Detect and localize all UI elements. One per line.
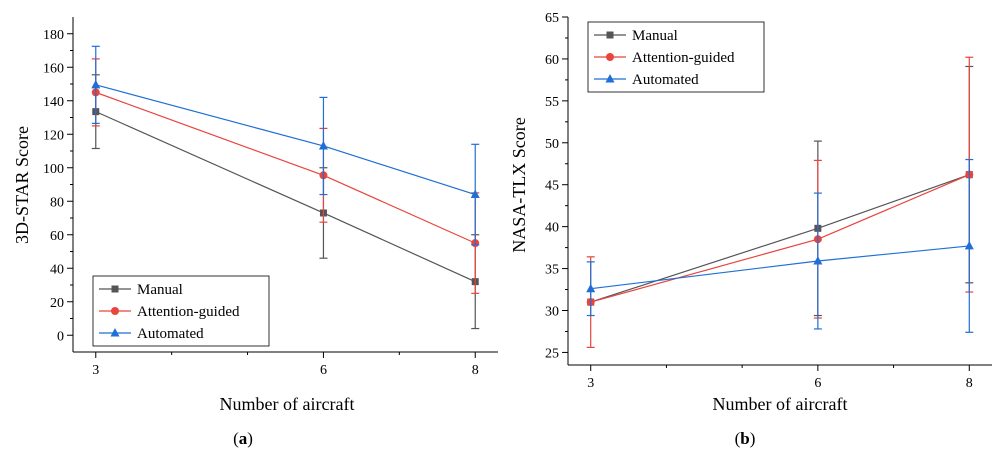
- chart-a-series-attention-guided-line: [95, 91, 476, 244]
- chart-b-legend-automated-marker: [605, 74, 615, 83]
- chart-b-ytick-label: 55: [545, 95, 559, 110]
- chart-a-series-automated-point: [470, 189, 480, 199]
- chart-b-series-attention-guided-line: [590, 174, 970, 303]
- chart-b-series-manual-line: [590, 174, 970, 303]
- chart-a-legend-automated-marker: [110, 328, 120, 337]
- chart-b-legend-manual-marker: [606, 31, 614, 39]
- chart-b-ytick-label: 65: [545, 11, 559, 26]
- chart-a-legend-manual-marker: [111, 285, 119, 293]
- chart-b-legend: Manual Attention-guided Automated: [587, 21, 765, 93]
- chart-b-xtick-label: 6: [814, 376, 821, 391]
- chart-b-caption-letter: b: [740, 429, 749, 448]
- chart-a-ytick-label: 120: [43, 128, 64, 143]
- chart-a-ytick-label: 160: [43, 61, 64, 76]
- chart-b-ytick-label: 60: [545, 53, 559, 68]
- chart-b-xtick-label: 3: [587, 376, 594, 391]
- chart-a-legend-automated-label: Automated: [137, 326, 204, 342]
- chart-b-series-automated-line: [590, 245, 970, 290]
- chart-b-ytick-label: 35: [545, 263, 559, 278]
- chart-b-ytick-label: 30: [545, 304, 559, 319]
- chart-a-ytick-label: 60: [50, 229, 64, 244]
- chart-b-ytick-label: 40: [545, 221, 559, 236]
- chart-a-legend-attention-guided-label: Attention-guided: [137, 304, 240, 320]
- chart-a-caption: (a): [233, 429, 253, 448]
- chart-b-series-automated-point: [813, 256, 823, 265]
- chart-b-ytick-label: 25: [545, 346, 559, 361]
- chart-a-ytick-label: 40: [50, 262, 64, 277]
- chart-b-series-automated-point: [586, 283, 596, 293]
- chart-a-series-automated-point: [318, 140, 328, 150]
- chart-b-xtick-label: 8: [966, 376, 973, 391]
- chart-a-ytick-label: 180: [43, 28, 64, 43]
- chart-a-ytick-label: 0: [57, 329, 64, 344]
- chart-a-legend-attention-guided-marker: [111, 307, 119, 315]
- chart-b-series-automated-point: [964, 240, 974, 250]
- chart-b-legend-attention-guided-marker: [606, 53, 614, 61]
- chart-a-legend: Manual Attention-guided Automated: [92, 275, 270, 347]
- chart-b-xlabel: Number of aircraft: [713, 394, 848, 414]
- chart-a-xlabel: Number of aircraft: [220, 394, 355, 414]
- chart-a-ylabel: 3D-STAR Score: [12, 126, 32, 244]
- chart-a-legend-manual-label: Manual: [137, 282, 183, 298]
- chart-b-legend-manual-label: Manual: [632, 28, 678, 44]
- chart-b: NASA-TLX Score Number of aircraft (b) 25…: [509, 11, 992, 448]
- chart-a-ytick-label: 80: [50, 195, 64, 210]
- chart-a-ytick-label: 20: [50, 296, 64, 311]
- chart-b-ytick-label: 45: [545, 179, 559, 194]
- chart-a-series-automated-line: [95, 84, 476, 196]
- chart-b-ylabel: NASA-TLX Score: [509, 117, 529, 252]
- chart-a: 3D-STAR Score Number of aircraft (a) 0 20…: [12, 17, 498, 448]
- chart-b-legend-automated-label: Automated: [632, 72, 699, 88]
- chart-a-xtick-label: 6: [320, 363, 327, 378]
- chart-a-xtick-label: 8: [472, 363, 479, 378]
- chart-a-series-manual-line: [95, 111, 476, 283]
- chart-b-caption: (b): [735, 429, 756, 448]
- chart-a-ytick-label: 140: [43, 95, 64, 110]
- chart-a-ytick-label: 100: [43, 162, 64, 177]
- chart-a-series-automated-point: [91, 79, 101, 89]
- chart-b-legend-attention-guided-label: Attention-guided: [632, 50, 735, 66]
- chart-b-ytick-label: 50: [545, 137, 559, 152]
- chart-a-caption-letter: a: [239, 429, 248, 448]
- chart-a-xtick-label: 3: [92, 363, 99, 378]
